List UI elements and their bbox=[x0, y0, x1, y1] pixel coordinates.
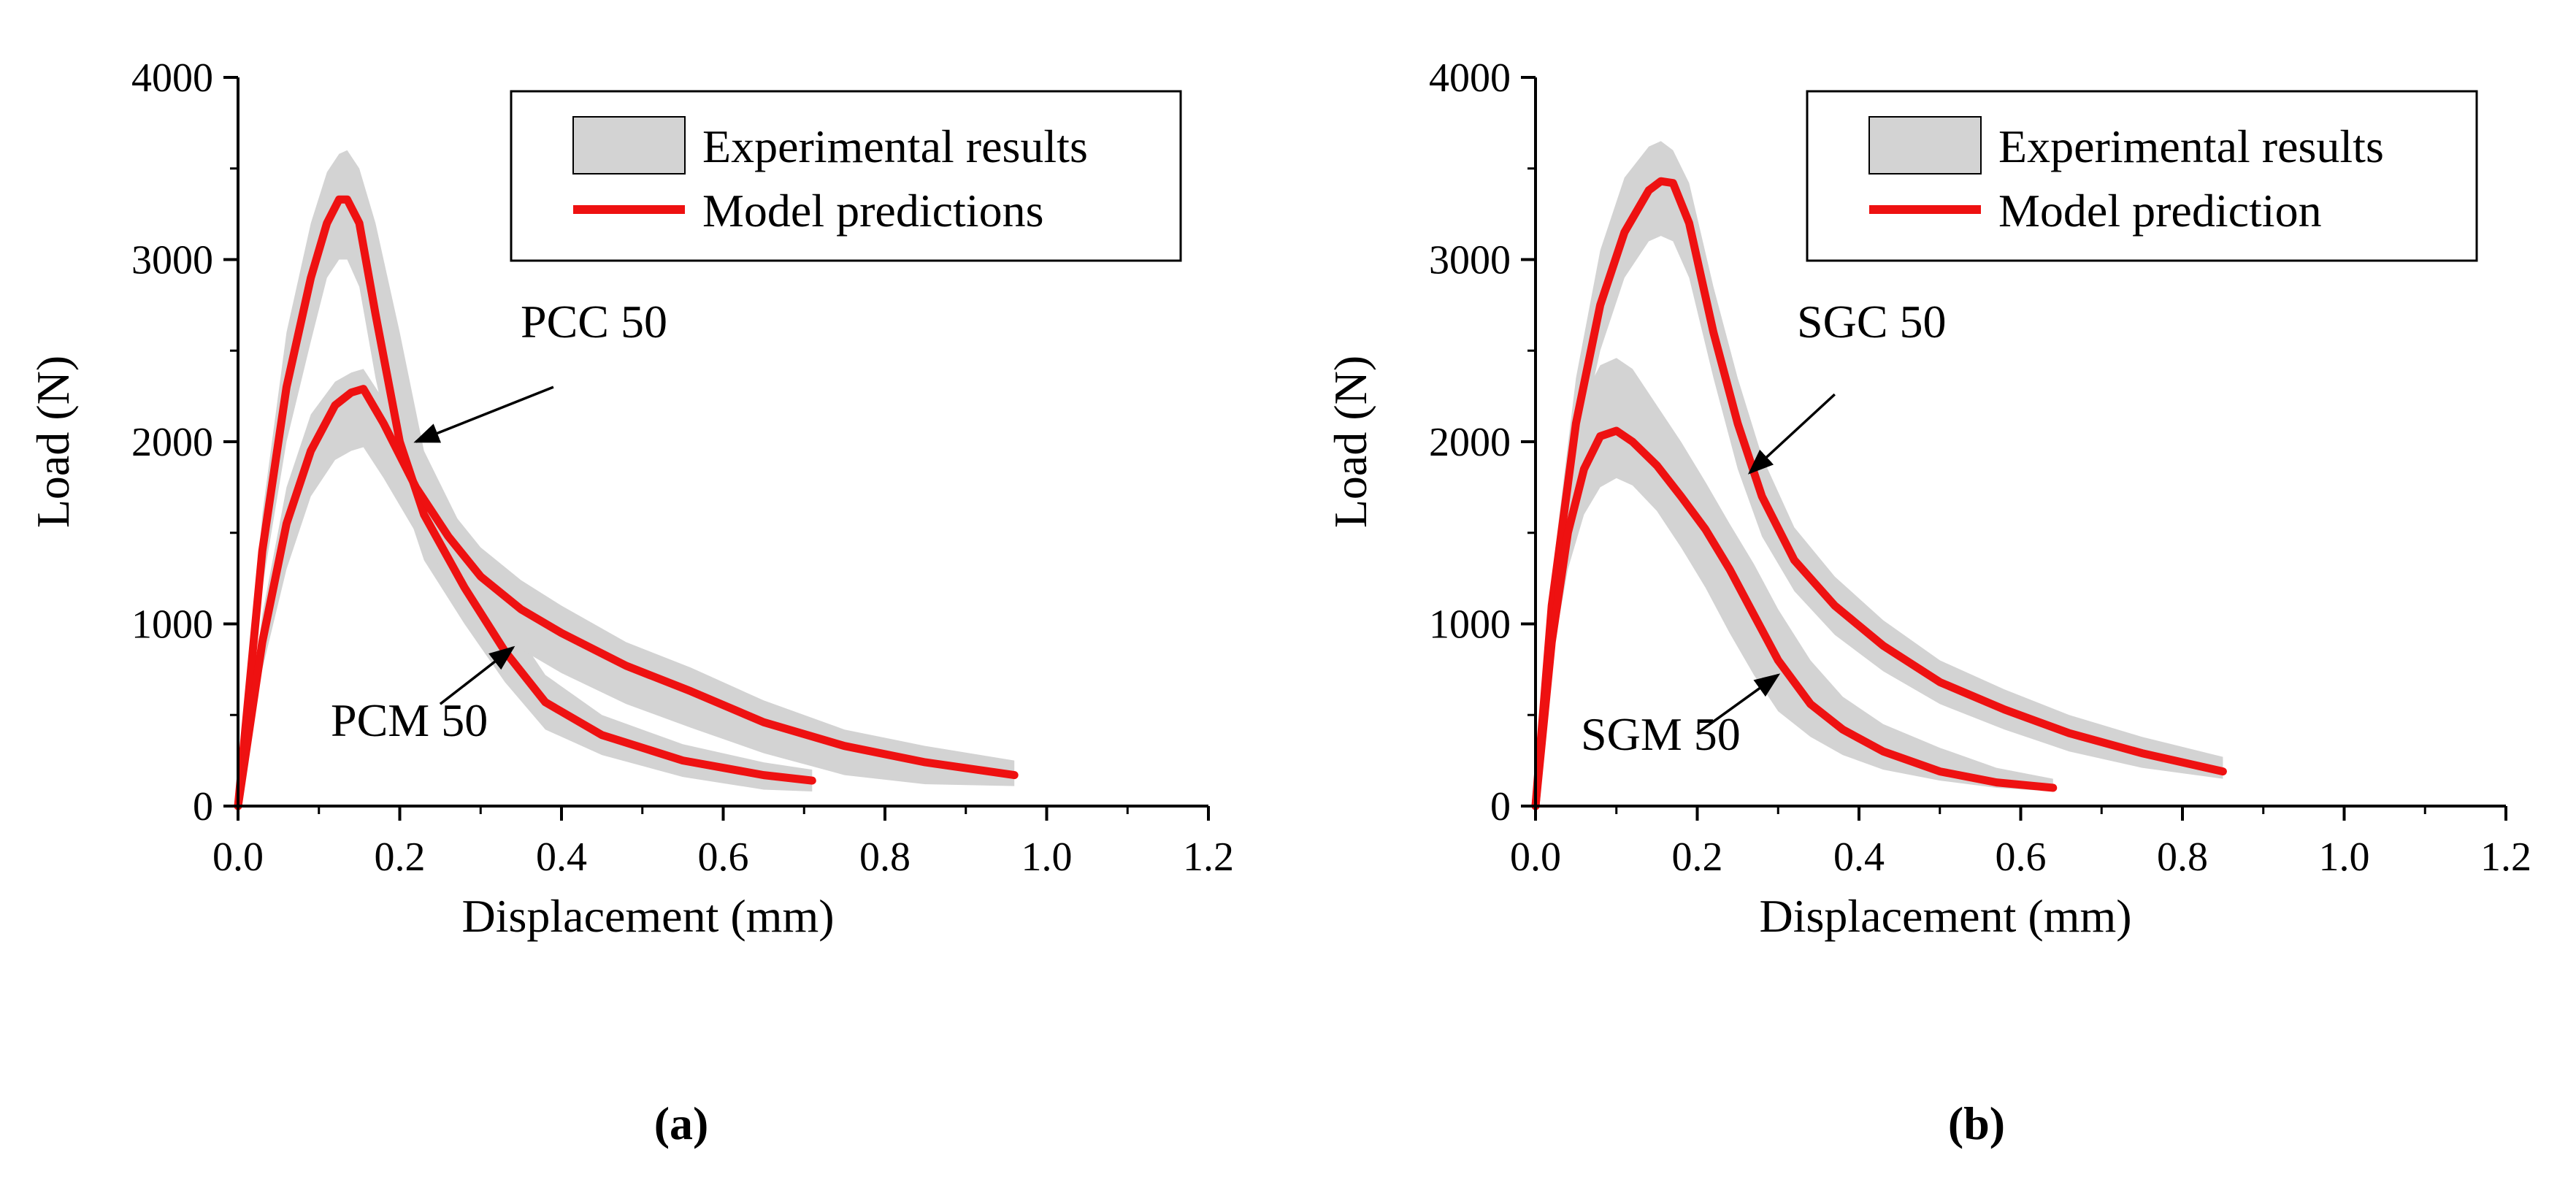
y-axis-label: Load (N) bbox=[1325, 356, 1376, 528]
annotation-arrow bbox=[439, 645, 515, 705]
annotation-label: SGC 50 bbox=[1797, 296, 1947, 348]
panel-label: (b) bbox=[1948, 1097, 2005, 1149]
legend-line-label: Model prediction bbox=[1998, 185, 2322, 237]
x-axis-label: Displacement (mm) bbox=[1759, 890, 2131, 942]
x-tick-label: 0.8 bbox=[2157, 835, 2208, 880]
x-tick-label: 0.8 bbox=[859, 835, 911, 880]
chart-panel-b: 0.0 0.2 0.4 0.6 0.8 1.0 1.2 0 1000 2000 3000 4000 Di… bbox=[1325, 55, 2531, 1149]
legend-band-swatch bbox=[1868, 116, 1982, 175]
legend-band-label: Experimental results bbox=[702, 120, 1088, 172]
y-tick-label: 4000 bbox=[1429, 55, 1511, 101]
x-tick-label: 0.0 bbox=[212, 835, 264, 880]
annotation-arrow bbox=[413, 386, 554, 443]
y-tick-label: 3000 bbox=[131, 238, 213, 283]
y-tick-label: 0 bbox=[193, 784, 213, 829]
y-tick-label: 1000 bbox=[1429, 602, 1511, 648]
annotation-label: SGM 50 bbox=[1581, 708, 1741, 760]
x-tick-label: 1.2 bbox=[1183, 835, 1234, 880]
legend-line-label: Model predictions bbox=[702, 185, 1043, 237]
annotation-label: PCM 50 bbox=[331, 694, 488, 746]
x-tick-label: 0.0 bbox=[1510, 835, 1561, 880]
x-axis-label: Displacement (mm) bbox=[461, 890, 834, 942]
x-tick-label: 0.4 bbox=[1833, 835, 1885, 880]
x-tick-label: 1.2 bbox=[2480, 835, 2531, 880]
annotation-arrow bbox=[1747, 393, 1836, 475]
y-tick-label: 2000 bbox=[1429, 420, 1511, 465]
y-tick-label: 4000 bbox=[131, 55, 213, 101]
y-tick-label: 0 bbox=[1490, 784, 1511, 829]
legend-band-label: Experimental results bbox=[1998, 120, 2384, 172]
y-axis-label: Load (N) bbox=[27, 356, 79, 528]
x-tick-label: 0.6 bbox=[698, 835, 749, 880]
annotation-arrow bbox=[1696, 673, 1781, 735]
x-tick-label: 1.0 bbox=[2319, 835, 2370, 880]
x-tick-label: 1.0 bbox=[1021, 835, 1073, 880]
model-line-1 bbox=[234, 195, 816, 810]
experimental-band-1 bbox=[238, 150, 813, 807]
y-tick-label: 3000 bbox=[1429, 238, 1511, 283]
annotation-label: PCC 50 bbox=[521, 296, 667, 348]
x-tick-label: 0.2 bbox=[375, 835, 426, 880]
legend-band-swatch bbox=[572, 116, 686, 175]
model-line-2 bbox=[1531, 426, 2058, 810]
x-tick-label: 0.2 bbox=[1672, 835, 1723, 880]
y-tick-label: 2000 bbox=[131, 420, 213, 465]
x-tick-label: 0.6 bbox=[1996, 835, 2047, 880]
model-line-1 bbox=[1531, 177, 2227, 810]
x-tick-label: 0.4 bbox=[536, 835, 587, 880]
panel-label: (a) bbox=[654, 1097, 709, 1149]
chart-panel-a: 0.0 0.2 0.4 0.6 0.8 1.0 1.2 0 1000 2000 3000 4000 Di… bbox=[27, 55, 1234, 1149]
y-tick-label: 1000 bbox=[131, 602, 213, 648]
model-line-2 bbox=[234, 385, 1019, 810]
